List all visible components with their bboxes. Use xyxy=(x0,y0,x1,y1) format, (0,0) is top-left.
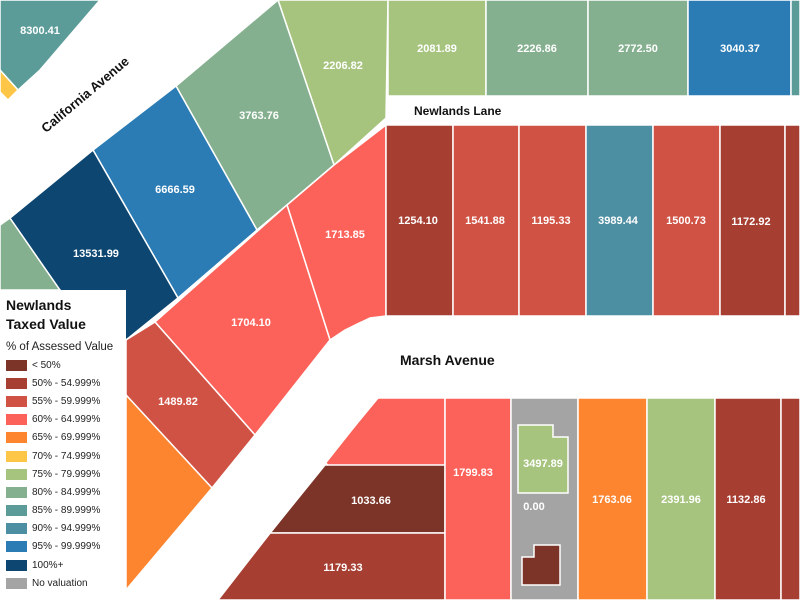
legend-item: 90% - 94.999% xyxy=(6,520,126,538)
parcel-label: 2391.96 xyxy=(661,494,701,506)
legend-item: 75% - 79.999% xyxy=(6,465,126,483)
parcel-1799-83[interactable] xyxy=(444,397,512,600)
parcel-top-right-edge[interactable] xyxy=(790,0,800,97)
parcel-label: 2206.82 xyxy=(323,60,363,72)
parcel-label: 1541.88 xyxy=(465,215,505,227)
legend-item-label: 85% - 89.999% xyxy=(32,505,101,517)
legend-swatch xyxy=(6,577,27,589)
legend-item: < 50% xyxy=(6,356,126,374)
legend-item-label: No valuation xyxy=(32,577,88,589)
parcel-label: 8300.41 xyxy=(20,25,60,37)
legend-swatch xyxy=(6,432,27,444)
legend-item-label: 55% - 59.999% xyxy=(32,395,101,407)
legend-item: 65% - 69.999% xyxy=(6,429,126,447)
legend-swatch xyxy=(6,377,27,389)
parcel-label: 1179.33 xyxy=(323,562,362,574)
parcel-label: 1254.10 xyxy=(398,215,438,227)
marsh-avenue-road xyxy=(130,316,800,600)
parcel-label: 3763.76 xyxy=(239,110,279,122)
legend-title-line1: Newlands xyxy=(6,297,72,313)
parcel-label: 1713.85 xyxy=(325,229,365,241)
parcel-1489-82[interactable] xyxy=(125,321,256,490)
parcel-1763-06[interactable] xyxy=(577,397,648,600)
legend-item-label: 90% - 94.999% xyxy=(32,523,101,535)
parcel-3989-44[interactable] xyxy=(585,124,654,317)
legend-item-label: 80% - 84.999% xyxy=(32,486,101,498)
parcel-3497-89[interactable] xyxy=(517,424,569,494)
legend-item-label: 65% - 69.999% xyxy=(32,432,101,444)
parcel-label: 3989.44 xyxy=(598,215,639,227)
legend-item: 80% - 84.999% xyxy=(6,483,126,501)
legend-subtitle: % of Assessed Value xyxy=(6,341,114,353)
legend-swatch xyxy=(6,395,27,407)
legend-swatch xyxy=(6,505,27,517)
parcel-mid-right-edge[interactable] xyxy=(784,124,800,317)
parcel-label: 1704.10 xyxy=(231,317,271,329)
parcel-label: 1763.06 xyxy=(592,494,632,506)
parcel-label: 6666.59 xyxy=(155,184,195,196)
legend-item-label: 100%+ xyxy=(32,559,64,571)
parcel-label: 3497.89 xyxy=(523,458,563,470)
parcel-label: 1489.82 xyxy=(158,396,198,408)
legend-item: 60% - 64.999% xyxy=(6,411,126,429)
parcel-1195-33[interactable] xyxy=(518,124,587,317)
parcel-label: 1172.92 xyxy=(731,216,770,228)
parcel-label: 3040.37 xyxy=(720,43,760,55)
legend-item: 85% - 89.999% xyxy=(6,502,126,520)
parcel-label: 0.00 xyxy=(523,501,544,513)
legend-item-label: 70% - 74.999% xyxy=(32,450,101,462)
parcel-label: 1132.86 xyxy=(726,494,765,506)
legend-item-label: 95% - 99.999% xyxy=(32,541,101,553)
legend-items: < 50% 50% - 54.999% 55% - 59.999% 60% - 64.… xyxy=(6,356,126,592)
legend-swatch xyxy=(6,541,27,553)
parcel-south-right-edge[interactable] xyxy=(780,397,800,600)
legend-item: 70% - 74.999% xyxy=(6,447,126,465)
parcel-orange-lower[interactable] xyxy=(125,393,214,593)
legend-item: 50% - 54.999% xyxy=(6,374,126,392)
parcel-label: 1799.83 xyxy=(453,467,493,479)
legend-item-label: 50% - 54.999% xyxy=(32,377,101,389)
legend-item: 95% - 99.999% xyxy=(6,538,126,556)
legend: Newlands Taxed Value % of Assessed Value… xyxy=(0,290,126,600)
legend-item: 100%+ xyxy=(6,556,126,574)
legend-item-label: < 50% xyxy=(32,359,61,371)
legend-swatch xyxy=(6,559,27,571)
parcel-label: 2081.89 xyxy=(417,43,457,55)
parcel-label: 1033.66 xyxy=(351,495,391,507)
legend-item: 55% - 59.999% xyxy=(6,392,126,410)
newlands-lane-road xyxy=(386,96,800,125)
marsh-avenue-label: Marsh Avenue xyxy=(400,352,495,368)
parcel-1500-73[interactable] xyxy=(652,124,721,317)
legend-item: No valuation xyxy=(6,574,126,592)
parcel-label: 1500.73 xyxy=(666,215,706,227)
legend-item-label: 75% - 79.999% xyxy=(32,468,101,480)
legend-title-line2: Taxed Value xyxy=(6,316,86,332)
legend-swatch xyxy=(6,359,27,371)
parcel-label: 13531.99 xyxy=(73,248,119,260)
parcel-1172-92[interactable] xyxy=(719,124,786,317)
newlands-lane-label: Newlands Lane xyxy=(414,104,502,118)
parcel-label: 1195.33 xyxy=(531,215,570,227)
legend-swatch xyxy=(6,414,27,426)
legend-swatch xyxy=(6,523,27,535)
legend-item-label: 60% - 64.999% xyxy=(32,414,101,426)
parcel-small-brown[interactable] xyxy=(521,544,561,586)
legend-swatch xyxy=(6,486,27,498)
legend-swatch xyxy=(6,450,27,462)
parcel-label: 2772.50 xyxy=(618,43,658,55)
parcel-label: 2226.86 xyxy=(517,43,557,55)
legend-swatch xyxy=(6,468,27,480)
